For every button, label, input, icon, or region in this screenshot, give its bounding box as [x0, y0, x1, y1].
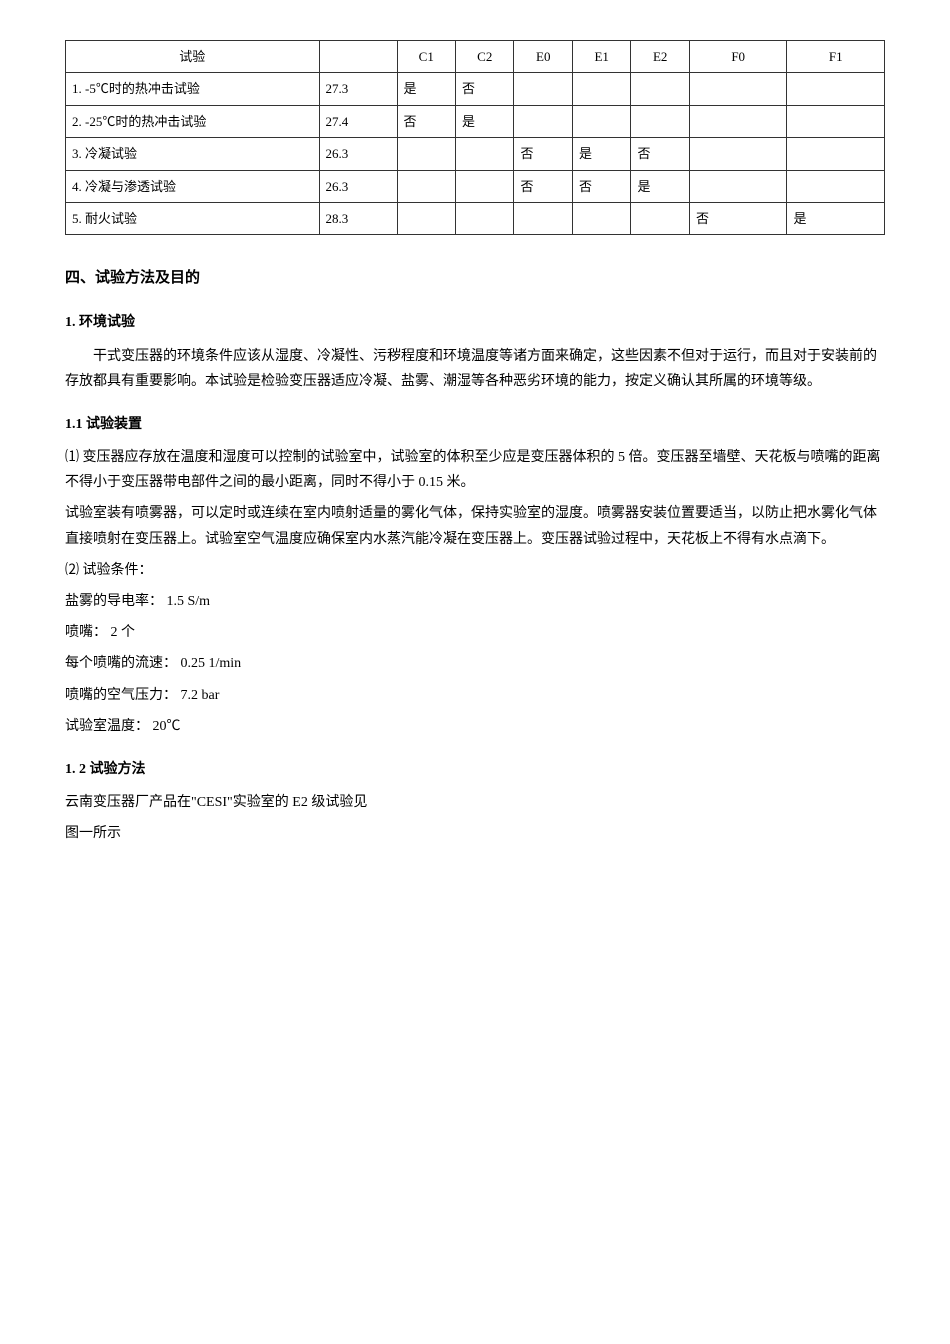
col-header: E0	[514, 41, 572, 73]
section-4-title: 四、试验方法及目的	[65, 265, 885, 292]
table-row: 3. 冷凝试验 26.3 否 是 否	[66, 138, 885, 170]
cell: 否	[572, 170, 630, 202]
cell: 27.3	[319, 73, 397, 105]
condition-flowrate: 每个喷嘴的流速： 0.25 1/min	[65, 651, 885, 676]
col-header	[319, 41, 397, 73]
cell	[689, 73, 787, 105]
cell	[572, 202, 630, 234]
cell	[456, 138, 514, 170]
test-method-para1: 云南变压器厂产品在"CESI"实验室的 E2 级试验见	[65, 790, 885, 815]
cell	[397, 138, 455, 170]
col-header: F0	[689, 41, 787, 73]
table-row: 5. 耐火试验 28.3 否 是	[66, 202, 885, 234]
cell: 否	[514, 170, 572, 202]
cell: 否	[689, 202, 787, 234]
cell: 否	[397, 105, 455, 137]
cell: 是	[397, 73, 455, 105]
cell	[787, 138, 885, 170]
cell	[514, 202, 572, 234]
cell	[397, 202, 455, 234]
subsection-1-title: 1. 环境试验	[65, 310, 885, 335]
test-classification-table: 试验 C1 C2 E0 E1 E2 F0 F1 1. -5℃时的热冲击试验 27…	[65, 40, 885, 235]
cell: 是	[572, 138, 630, 170]
cell: 否	[514, 138, 572, 170]
col-header: C1	[397, 41, 455, 73]
cell	[456, 170, 514, 202]
test-device-item1: ⑴ 变压器应存放在温度和湿度可以控制的试验室中，试验室的体积至少应是变压器体积的…	[65, 445, 885, 495]
cell	[689, 170, 787, 202]
cell: 4. 冷凝与渗透试验	[66, 170, 320, 202]
cell: 否	[631, 138, 689, 170]
cell	[689, 105, 787, 137]
table-row: 1. -5℃时的热冲击试验 27.3 是 否	[66, 73, 885, 105]
subsection-1-1-title: 1.1 试验装置	[65, 412, 885, 437]
condition-pressure: 喷嘴的空气压力： 7.2 bar	[65, 683, 885, 708]
col-header: C2	[456, 41, 514, 73]
cell: 5. 耐火试验	[66, 202, 320, 234]
cell	[689, 138, 787, 170]
cell	[572, 105, 630, 137]
test-method-para2: 图一所示	[65, 821, 885, 846]
subsection-1-2-title: 1. 2 试验方法	[65, 757, 885, 782]
cell: 26.3	[319, 170, 397, 202]
cell: 1. -5℃时的热冲击试验	[66, 73, 320, 105]
cell	[456, 202, 514, 234]
table-header-row: 试验 C1 C2 E0 E1 E2 F0 F1	[66, 41, 885, 73]
cell	[787, 105, 885, 137]
cell	[631, 202, 689, 234]
table-row: 2. -25℃时的热冲击试验 27.4 否 是	[66, 105, 885, 137]
cell	[787, 170, 885, 202]
cell	[514, 105, 572, 137]
cell: 26.3	[319, 138, 397, 170]
condition-nozzles: 喷嘴： 2 个	[65, 620, 885, 645]
cell: 28.3	[319, 202, 397, 234]
table-row: 4. 冷凝与渗透试验 26.3 否 否 是	[66, 170, 885, 202]
cell: 3. 冷凝试验	[66, 138, 320, 170]
cell	[572, 73, 630, 105]
col-header: F1	[787, 41, 885, 73]
cell	[631, 105, 689, 137]
cell: 是	[456, 105, 514, 137]
cell: 是	[787, 202, 885, 234]
cell	[514, 73, 572, 105]
cell	[787, 73, 885, 105]
col-header: E1	[572, 41, 630, 73]
col-header: 试验	[66, 41, 320, 73]
cell: 是	[631, 170, 689, 202]
cell: 27.4	[319, 105, 397, 137]
cell	[631, 73, 689, 105]
test-conditions-title: ⑵ 试验条件：	[65, 558, 885, 583]
col-header: E2	[631, 41, 689, 73]
cell: 否	[456, 73, 514, 105]
cell: 2. -25℃时的热冲击试验	[66, 105, 320, 137]
cell	[397, 170, 455, 202]
condition-conductivity: 盐雾的导电率： 1.5 S/m	[65, 589, 885, 614]
env-test-description: 干式变压器的环境条件应该从湿度、冷凝性、污秽程度和环境温度等诸方面来确定，这些因…	[65, 344, 885, 394]
condition-temperature: 试验室温度： 20℃	[65, 714, 885, 739]
test-device-para2: 试验室装有喷雾器，可以定时或连续在室内喷射适量的雾化气体，保持实验室的湿度。喷雾…	[65, 501, 885, 551]
